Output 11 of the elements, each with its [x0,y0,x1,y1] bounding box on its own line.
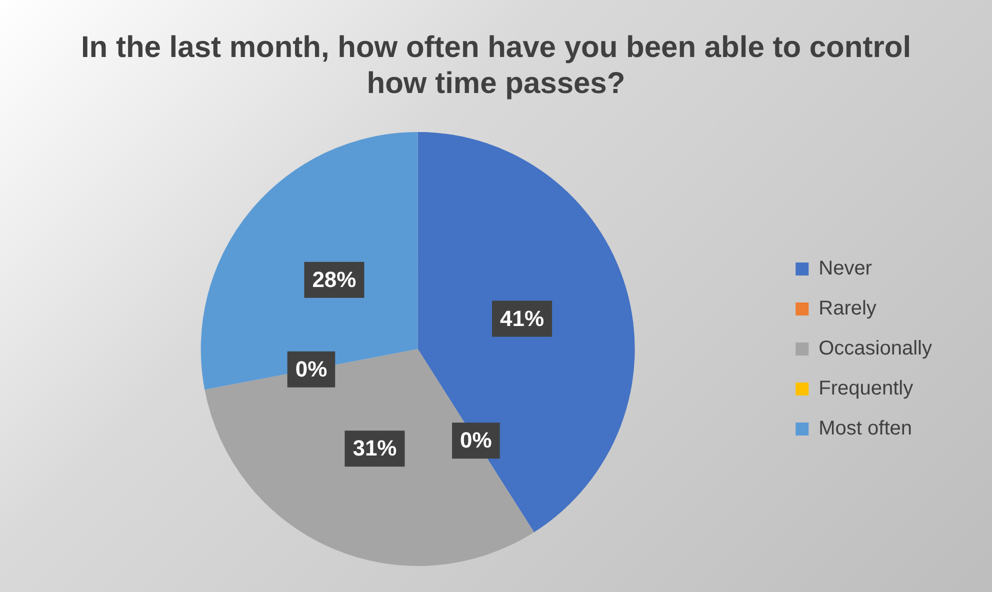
text: 0% [295,356,328,382]
legend-label: Frequently [818,378,914,400]
legend-label: Most often [818,418,912,440]
legend-label: Never [818,258,872,280]
data-label: 28% [312,266,356,292]
text: 0% [460,428,492,453]
legend-label: Occasionally [818,338,932,360]
data-label: 31% [352,436,397,461]
legend-label: Rarely [818,298,876,320]
chart-title: In the last month, how often have you been able to control how time passes? [80,30,912,102]
data-label: 41% [500,306,544,331]
